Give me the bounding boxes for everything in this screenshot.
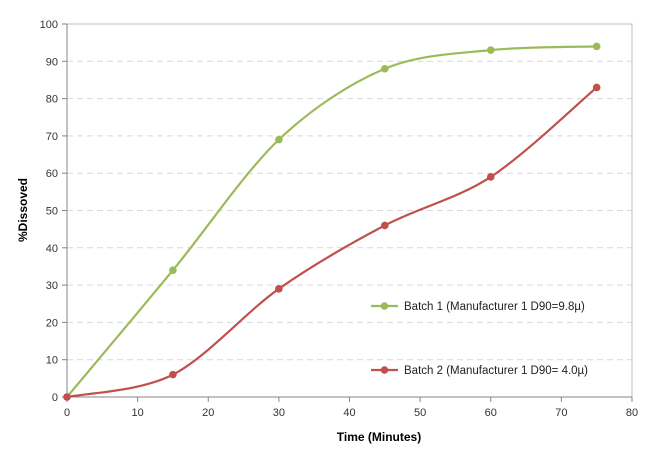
- y-tick-label: 10: [46, 355, 58, 367]
- x-tick-label: 60: [485, 407, 497, 419]
- data-point-batch-2: [592, 83, 601, 92]
- legend-swatch-marker: [380, 302, 389, 310]
- data-point-batch-1: [381, 64, 389, 73]
- x-tick-label: 70: [555, 407, 567, 419]
- data-point-batch-1: [169, 266, 177, 274]
- data-point-batch-2: [381, 221, 389, 230]
- x-tick-label: 10: [132, 407, 144, 419]
- y-tick-label: 70: [46, 131, 58, 143]
- series-line-batch-2: [66, 86, 598, 399]
- legend: Batch 1 (Manufacturer 1 D90=9.8µ) Batch 2…: [371, 301, 588, 377]
- x-tick-label: 30: [273, 407, 285, 419]
- x-tick-label: 0: [64, 407, 70, 419]
- y-tick-label: 50: [46, 206, 58, 218]
- y-tick-label: 80: [46, 94, 58, 106]
- legend-swatch-marker: [380, 366, 389, 374]
- data-point-batch-2: [486, 173, 495, 181]
- y-tick-label: 30: [46, 280, 58, 292]
- x-axis-title: Time (Minutes): [337, 430, 421, 444]
- series-layer: [63, 42, 601, 401]
- data-point-batch-2: [169, 370, 177, 379]
- x-tick-label: 50: [414, 407, 426, 419]
- y-tick-label: 0: [52, 392, 58, 404]
- data-point-batch-1: [592, 42, 601, 51]
- x-tick-labels: 0 10 20 30 40 50 60 70 80: [64, 407, 638, 419]
- y-tick-label: 60: [46, 168, 58, 180]
- x-tick-label: 40: [343, 407, 355, 419]
- y-tick-label: 40: [46, 243, 58, 255]
- data-point-batch-1: [486, 46, 495, 54]
- y-tick-label: 100: [40, 19, 58, 31]
- axes: [62, 23, 633, 402]
- data-point-batch-2: [275, 285, 283, 293]
- y-axis-title: %Dissoved: [16, 178, 30, 242]
- data-point-batch-2: [63, 393, 71, 401]
- legend-label: Batch 2 (Manufacturer 1 D90= 4.0µ): [404, 365, 588, 377]
- y-tick-labels: 0 10 20 30 40 50 60 70 80 90 100: [40, 19, 58, 404]
- data-point-batch-1: [275, 135, 283, 144]
- y-tick-label: 90: [46, 56, 58, 68]
- y-tick-label: 20: [46, 317, 58, 329]
- x-tick-label: 20: [202, 407, 214, 419]
- x-tick-label: 80: [626, 407, 638, 419]
- legend-label: Batch 1 (Manufacturer 1 D90=9.8µ): [404, 301, 585, 313]
